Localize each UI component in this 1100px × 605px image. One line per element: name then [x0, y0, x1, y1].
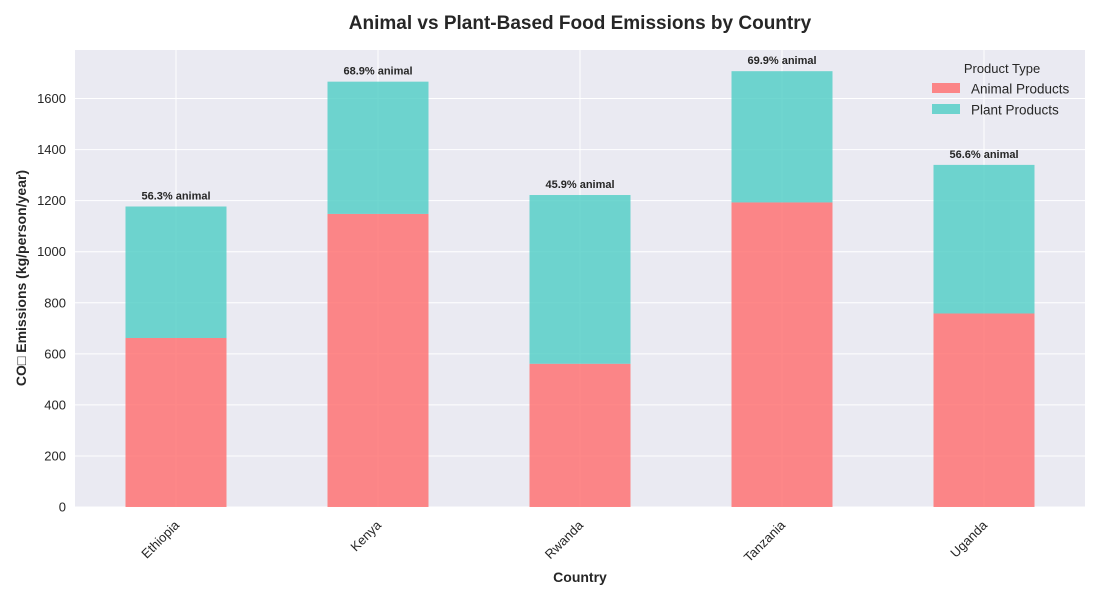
y-tick-label: 600	[44, 346, 66, 361]
y-tick-label: 1600	[37, 91, 66, 106]
bar-segment	[529, 363, 631, 507]
legend-entry-label: Animal Products	[971, 82, 1070, 97]
y-tick-label: 200	[44, 448, 66, 463]
bar-data-label: 68.9% animal	[343, 66, 412, 78]
x-axis-label: Country	[553, 569, 607, 585]
y-tick-label: 400	[44, 397, 66, 412]
y-axis-ticks: 0 200 400 600 800 1000 1200 1400 1600	[37, 91, 66, 514]
bar-segment	[529, 195, 631, 364]
x-tick-label: Tanzania	[741, 517, 789, 565]
bar-data-label: 45.9% animal	[545, 179, 614, 191]
y-tick-label: 0	[59, 500, 66, 515]
legend-title: Product Type	[964, 61, 1040, 76]
legend-entry-label: Plant Products	[971, 103, 1059, 118]
x-tick-label: Uganda	[947, 517, 990, 560]
y-tick-label: 800	[44, 295, 66, 310]
bar-segment	[125, 337, 227, 507]
bar-segment	[933, 313, 1035, 507]
x-axis-ticks: Ethiopia Kenya Rwanda Tanzania Uganda	[138, 517, 990, 565]
bars	[125, 71, 1035, 507]
bar-segment	[731, 71, 833, 203]
x-tick-label: Kenya	[347, 517, 384, 554]
x-tick-label: Ethiopia	[138, 517, 182, 561]
bar-data-label: 56.3% animal	[141, 191, 210, 203]
legend-swatch	[932, 83, 960, 93]
chart-title: Animal vs Plant-Based Food Emissions by …	[349, 13, 812, 34]
bar-data-label: 69.9% animal	[747, 55, 816, 67]
bar-segment	[327, 213, 429, 507]
y-tick-label: 1200	[37, 193, 66, 208]
bar-segment	[125, 206, 227, 338]
bar-data-label: 56.6% animal	[949, 149, 1018, 161]
bar-segment	[327, 81, 429, 214]
y-axis-label: CO□ Emissions (kg/person/year)	[13, 170, 29, 386]
bar-segment	[731, 202, 833, 507]
bar-labels: 56.3% animal 68.9% animal 45.9% animal 69.9…	[141, 55, 1018, 202]
legend-swatch	[932, 104, 960, 114]
bar-segment	[933, 164, 1035, 314]
y-tick-label: 1400	[37, 142, 66, 157]
x-tick-label: Rwanda	[542, 517, 587, 562]
legend: Product Type Animal Products Plant Produc…	[932, 61, 1070, 118]
y-tick-label: 1000	[37, 244, 66, 259]
